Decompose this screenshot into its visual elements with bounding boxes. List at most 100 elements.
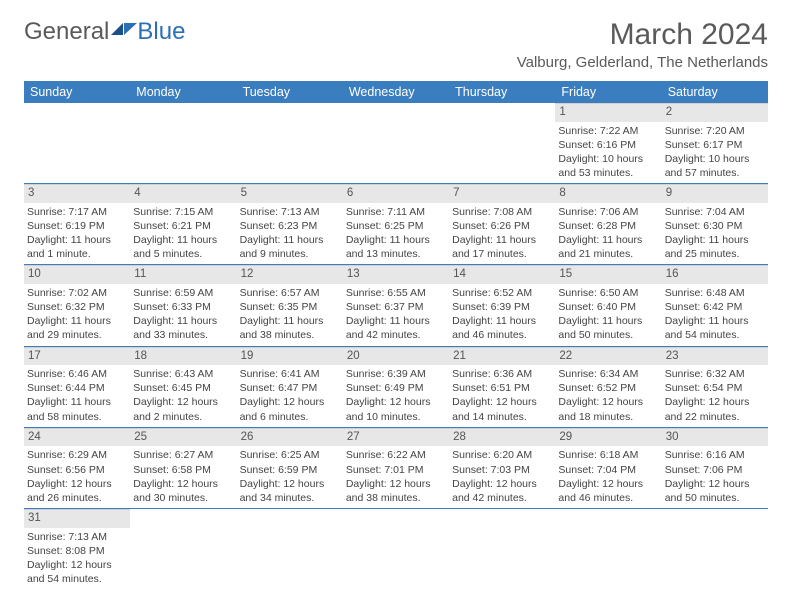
sunset-text: Sunset: 6:42 PM (665, 300, 765, 314)
daylight-text: and 14 minutes. (452, 410, 552, 424)
sunrise-text: Sunrise: 6:16 AM (665, 448, 765, 462)
day-header: Saturday (662, 81, 768, 103)
day-cell: 7Sunrise: 7:08 AMSunset: 6:26 PMDaylight… (449, 184, 555, 264)
day-number: 19 (237, 347, 343, 366)
sunset-text: Sunset: 6:54 PM (665, 381, 765, 395)
day-number: 26 (237, 428, 343, 447)
daylight-text: Daylight: 11 hours (133, 233, 233, 247)
day-number: 27 (343, 428, 449, 447)
sunrise-text: Sunrise: 7:04 AM (665, 205, 765, 219)
daylight-text: Daylight: 11 hours (452, 314, 552, 328)
day-number: 5 (237, 184, 343, 203)
daylight-text: and 54 minutes. (27, 572, 127, 586)
sunrise-text: Sunrise: 6:55 AM (346, 286, 446, 300)
day-number: 24 (24, 428, 130, 447)
empty-cell (130, 103, 236, 183)
day-number: 20 (343, 347, 449, 366)
sunrise-text: Sunrise: 6:50 AM (558, 286, 658, 300)
daylight-text: and 53 minutes. (558, 166, 658, 180)
daylight-text: Daylight: 12 hours (346, 477, 446, 491)
sunrise-text: Sunrise: 6:20 AM (452, 448, 552, 462)
daylight-text: Daylight: 12 hours (452, 477, 552, 491)
day-cell: 16Sunrise: 6:48 AMSunset: 6:42 PMDayligh… (662, 265, 768, 345)
daylight-text: Daylight: 12 hours (665, 477, 765, 491)
week-row: 24Sunrise: 6:29 AMSunset: 6:56 PMDayligh… (24, 428, 768, 509)
daylight-text: Daylight: 12 hours (27, 477, 127, 491)
sunset-text: Sunset: 6:26 PM (452, 219, 552, 233)
empty-cell (130, 509, 236, 589)
week-row: 31Sunrise: 7:13 AMSunset: 8:08 PMDayligh… (24, 509, 768, 589)
daylight-text: Daylight: 11 hours (346, 314, 446, 328)
day-cell: 10Sunrise: 7:02 AMSunset: 6:32 PMDayligh… (24, 265, 130, 345)
sunset-text: Sunset: 7:06 PM (665, 463, 765, 477)
day-number: 29 (555, 428, 661, 447)
sunrise-text: Sunrise: 6:43 AM (133, 367, 233, 381)
day-cell: 31Sunrise: 7:13 AMSunset: 8:08 PMDayligh… (24, 509, 130, 589)
day-cell: 23Sunrise: 6:32 AMSunset: 6:54 PMDayligh… (662, 347, 768, 427)
sunset-text: Sunset: 6:51 PM (452, 381, 552, 395)
day-cell: 5Sunrise: 7:13 AMSunset: 6:23 PMDaylight… (237, 184, 343, 264)
sunrise-text: Sunrise: 6:34 AM (558, 367, 658, 381)
day-cell: 13Sunrise: 6:55 AMSunset: 6:37 PMDayligh… (343, 265, 449, 345)
daylight-text: Daylight: 12 hours (665, 395, 765, 409)
logo-flag-icon (111, 18, 139, 36)
sunset-text: Sunset: 6:49 PM (346, 381, 446, 395)
day-header: Friday (555, 81, 661, 103)
empty-cell (24, 103, 130, 183)
daylight-text: Daylight: 11 hours (558, 314, 658, 328)
daylight-text: Daylight: 11 hours (346, 233, 446, 247)
sunrise-text: Sunrise: 6:46 AM (27, 367, 127, 381)
day-cell: 18Sunrise: 6:43 AMSunset: 6:45 PMDayligh… (130, 347, 236, 427)
day-cell: 20Sunrise: 6:39 AMSunset: 6:49 PMDayligh… (343, 347, 449, 427)
day-cell: 19Sunrise: 6:41 AMSunset: 6:47 PMDayligh… (237, 347, 343, 427)
daylight-text: and 33 minutes. (133, 328, 233, 342)
day-cell: 1Sunrise: 7:22 AMSunset: 6:16 PMDaylight… (555, 103, 661, 183)
daylight-text: and 9 minutes. (240, 247, 340, 261)
logo-text-general: General (24, 18, 109, 46)
daylight-text: and 57 minutes. (665, 166, 765, 180)
day-number: 31 (24, 509, 130, 528)
daylight-text: Daylight: 12 hours (240, 477, 340, 491)
day-cell: 29Sunrise: 6:18 AMSunset: 7:04 PMDayligh… (555, 428, 661, 508)
day-number: 6 (343, 184, 449, 203)
daylight-text: Daylight: 11 hours (240, 233, 340, 247)
sunrise-text: Sunrise: 6:59 AM (133, 286, 233, 300)
day-number: 17 (24, 347, 130, 366)
day-header: Thursday (449, 81, 555, 103)
daylight-text: and 50 minutes. (665, 491, 765, 505)
sunrise-text: Sunrise: 7:22 AM (558, 124, 658, 138)
day-cell: 2Sunrise: 7:20 AMSunset: 6:17 PMDaylight… (662, 103, 768, 183)
calendar: Sunday Monday Tuesday Wednesday Thursday… (24, 81, 768, 589)
sunrise-text: Sunrise: 6:52 AM (452, 286, 552, 300)
sunset-text: Sunset: 6:47 PM (240, 381, 340, 395)
week-row: 3Sunrise: 7:17 AMSunset: 6:19 PMDaylight… (24, 184, 768, 265)
daylight-text: Daylight: 11 hours (558, 233, 658, 247)
day-number: 12 (237, 265, 343, 284)
sunset-text: Sunset: 6:52 PM (558, 381, 658, 395)
day-number: 11 (130, 265, 236, 284)
sunset-text: Sunset: 6:21 PM (133, 219, 233, 233)
daylight-text: Daylight: 11 hours (27, 314, 127, 328)
day-number: 16 (662, 265, 768, 284)
sunrise-text: Sunrise: 6:39 AM (346, 367, 446, 381)
daylight-text: and 13 minutes. (346, 247, 446, 261)
daylight-text: Daylight: 11 hours (27, 395, 127, 409)
sunset-text: Sunset: 6:37 PM (346, 300, 446, 314)
day-cell: 28Sunrise: 6:20 AMSunset: 7:03 PMDayligh… (449, 428, 555, 508)
sunrise-text: Sunrise: 6:36 AM (452, 367, 552, 381)
day-number: 30 (662, 428, 768, 447)
daylight-text: Daylight: 12 hours (133, 395, 233, 409)
daylight-text: and 18 minutes. (558, 410, 658, 424)
daylight-text: and 34 minutes. (240, 491, 340, 505)
week-row: 1Sunrise: 7:22 AMSunset: 6:16 PMDaylight… (24, 103, 768, 184)
sunset-text: Sunset: 6:32 PM (27, 300, 127, 314)
sunset-text: Sunset: 6:45 PM (133, 381, 233, 395)
day-cell: 21Sunrise: 6:36 AMSunset: 6:51 PMDayligh… (449, 347, 555, 427)
daylight-text: and 22 minutes. (665, 410, 765, 424)
daylight-text: Daylight: 10 hours (558, 152, 658, 166)
empty-cell (449, 509, 555, 589)
sunset-text: Sunset: 6:40 PM (558, 300, 658, 314)
logo: General Blue (24, 18, 185, 46)
daylight-text: and 29 minutes. (27, 328, 127, 342)
title-block: March 2024 Valburg, Gelderland, The Neth… (517, 18, 768, 71)
